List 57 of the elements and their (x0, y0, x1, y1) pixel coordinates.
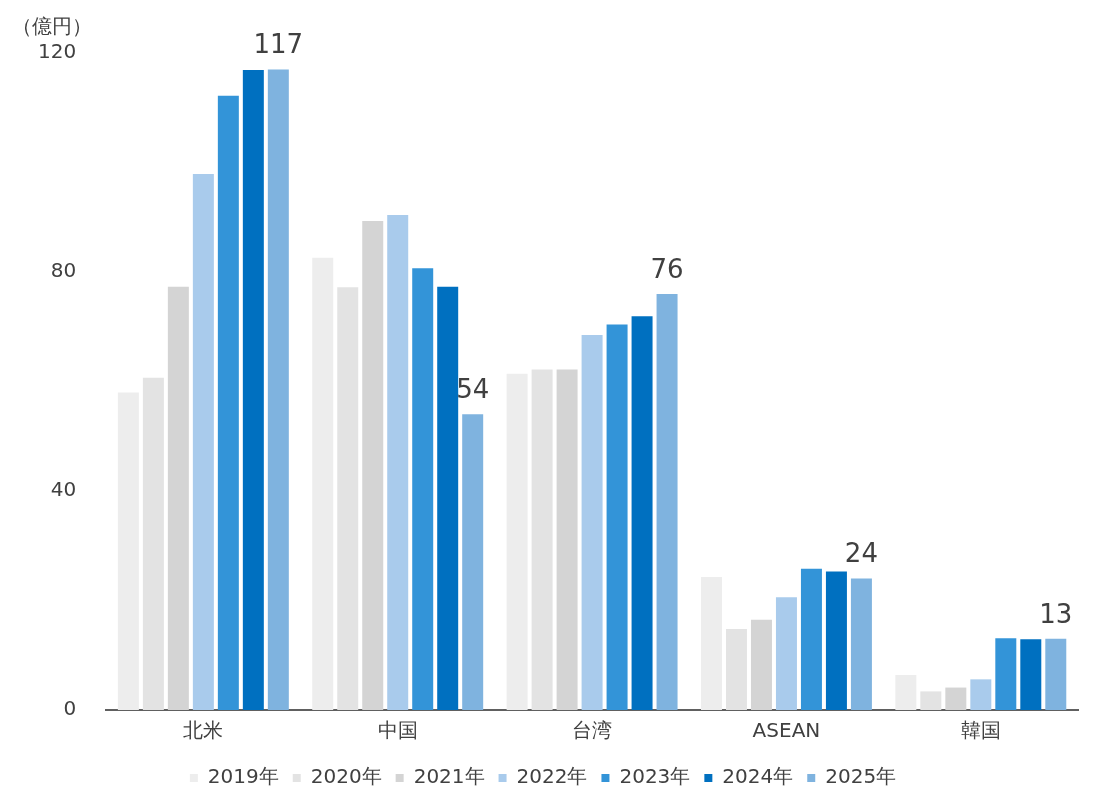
bar (167, 286, 189, 710)
bar (217, 95, 239, 710)
y-axis-title: （億円） (12, 14, 92, 39)
bar (945, 687, 967, 710)
bar (556, 369, 578, 710)
bar (725, 628, 747, 710)
data-label: 24 (844, 538, 878, 569)
y-tick-label: 120 (37, 39, 77, 64)
data-label: 13 (1039, 598, 1073, 629)
bar (337, 287, 359, 710)
bar (800, 568, 822, 710)
bar (631, 316, 653, 710)
legend-label: 2024年 (722, 764, 794, 789)
bar (312, 257, 334, 710)
bar (850, 578, 872, 710)
bar (506, 373, 528, 710)
data-label: 76 (650, 253, 684, 284)
bar (656, 293, 678, 710)
legend-label: 2022年 (516, 764, 588, 789)
bar (750, 619, 772, 710)
bar (142, 377, 164, 710)
bar (192, 174, 214, 710)
bar (920, 691, 942, 710)
bar (895, 674, 917, 710)
y-tick-label: 0 (63, 696, 77, 721)
bar (437, 286, 459, 710)
legend-label: 2025年 (825, 764, 897, 789)
bar (1020, 639, 1042, 710)
bar (775, 597, 797, 710)
legend-label: 2023年 (619, 764, 691, 789)
data-label: 117 (253, 29, 304, 60)
bar (531, 369, 553, 710)
bar (825, 571, 847, 710)
legend-label: 2021年 (413, 764, 485, 789)
x-tick-label: ASEAN (752, 718, 821, 743)
x-tick-label: 北米 (183, 718, 224, 743)
bar (581, 334, 603, 710)
bar (462, 414, 484, 710)
bar (387, 215, 409, 710)
bar (362, 221, 384, 710)
bar (267, 69, 289, 710)
bar (995, 638, 1017, 710)
legend-label: 2020年 (310, 764, 382, 789)
bar (412, 268, 434, 710)
legend-label: 2019年 (207, 764, 279, 789)
bar (700, 576, 722, 710)
data-label: 54 (456, 374, 490, 405)
x-tick-label: 中国 (377, 718, 418, 743)
x-tick-label: 台湾 (572, 718, 613, 743)
y-tick-label: 40 (50, 477, 77, 502)
bar (606, 324, 628, 710)
bar (117, 392, 139, 710)
bar (1045, 638, 1067, 710)
bar (970, 679, 992, 710)
y-tick-label: 80 (50, 258, 77, 283)
x-tick-label: 韓国 (960, 718, 1001, 743)
bar (242, 69, 264, 710)
